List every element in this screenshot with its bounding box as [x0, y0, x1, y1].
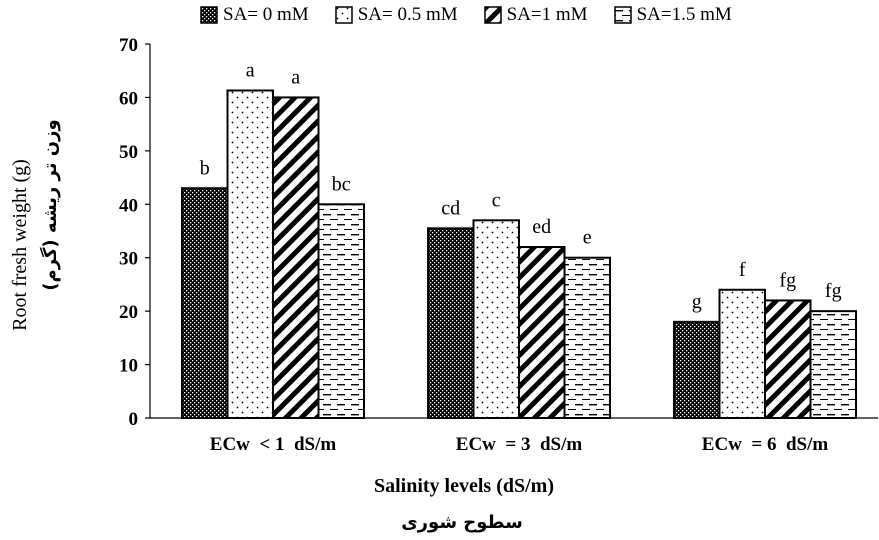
bar-letter: bc: [332, 173, 351, 195]
bar: [673, 320, 721, 420]
bar-letter: fg: [825, 280, 842, 302]
bar-letter: a: [246, 59, 255, 81]
bar-letter: c: [492, 189, 501, 211]
legend-label: SA=1.5 mM: [636, 4, 732, 25]
legend-item-sa-0: SA= 0 mM: [200, 4, 309, 26]
bar-letter: f: [739, 259, 746, 281]
x-axis-label-persian: سطوح شوری: [401, 512, 523, 533]
chart-legend: SA= 0 mM SA= 0.5 mM SA=1 mM SA=1.5 mM: [200, 4, 758, 26]
bar: [472, 219, 520, 419]
y-tick-label: 20: [119, 302, 138, 323]
bar: [764, 299, 812, 420]
x-axis-label: Salinity levels (dS/m): [374, 475, 554, 497]
y-tick-label: 70: [119, 35, 138, 56]
bar-letters: b cd g a c f a ed fg bc e fg: [200, 59, 842, 312]
legend-item-sa-1-5: SA=1.5 mM: [613, 4, 732, 26]
bar-letter: a: [291, 66, 300, 88]
bar: [809, 310, 857, 419]
bar-letter: fg: [779, 269, 796, 291]
bars: [181, 89, 857, 420]
legend-swatch-horizontal-dashes: [613, 6, 632, 24]
y-tick-label: 60: [119, 88, 138, 109]
bar-letter: cd: [441, 197, 460, 219]
bar: [226, 89, 274, 420]
bar: [427, 227, 475, 419]
bar-letter: e: [583, 227, 592, 249]
y-tick-label: 30: [119, 249, 138, 270]
legend-swatch-dots-dark: [200, 6, 218, 24]
y-tick-label: 10: [119, 356, 138, 377]
bar-letter: g: [692, 291, 702, 313]
bar: [718, 288, 766, 419]
legend-item-sa-1: SA=1 mM: [483, 4, 588, 26]
legend-label: SA= 0 mM: [223, 4, 309, 25]
bar-letter: b: [200, 157, 210, 179]
y-tick-label: 40: [119, 195, 138, 216]
y-axis-label: Root fresh weight (g): [9, 159, 31, 331]
x-tick-label: ECw < 1 dS/m: [210, 434, 337, 455]
bar: [181, 187, 229, 419]
legend-label: SA=1 mM: [506, 4, 588, 25]
y-tick-label: 0: [129, 409, 139, 430]
legend-label: SA= 0.5 mM: [357, 4, 458, 25]
x-tick-label: ECw = 3 dS/m: [456, 434, 583, 455]
bar: [317, 203, 365, 419]
y-tick-label: 50: [119, 142, 138, 163]
legend-item-sa-0-5: SA= 0.5 mM: [334, 4, 458, 26]
bar: [518, 246, 566, 419]
x-tick-label: ECw = 6 dS/m: [702, 434, 829, 455]
bar: [563, 256, 611, 420]
y-axis-label-persian: وزن تر ریشه (گرم): [39, 119, 61, 290]
legend-swatch-dots-light: [334, 6, 353, 24]
bar: [272, 96, 320, 420]
bar-letter: ed: [532, 216, 551, 238]
legend-swatch-diagonal-stripes: [483, 6, 502, 24]
